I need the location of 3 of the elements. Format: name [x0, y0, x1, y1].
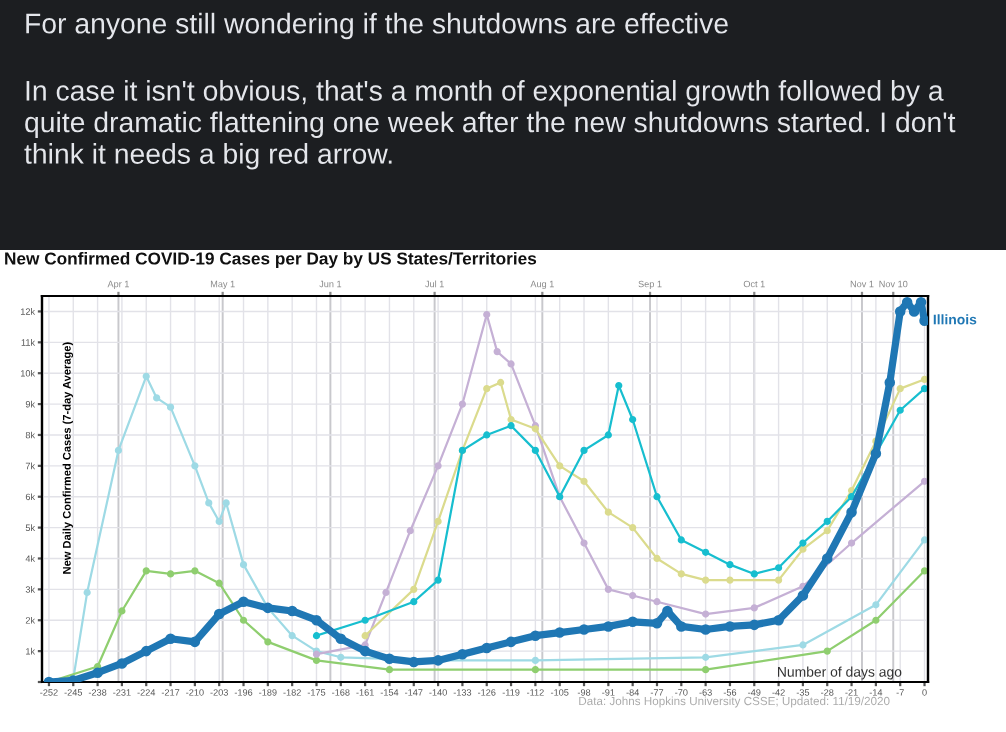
text: For anyone still wondering if the shutdowns are effective: [26, 12, 728, 40]
text: In case it isn't obvious, that's a month of exponential growth followed by a quite dramatic flattening one week after the new shutdowns started. I don't think it needs a big red arrow.: [24, 80, 956, 170]
chart-title: New Confirmed COVID-19 Cases per Day by US States/Territories: [5, 251, 537, 269]
